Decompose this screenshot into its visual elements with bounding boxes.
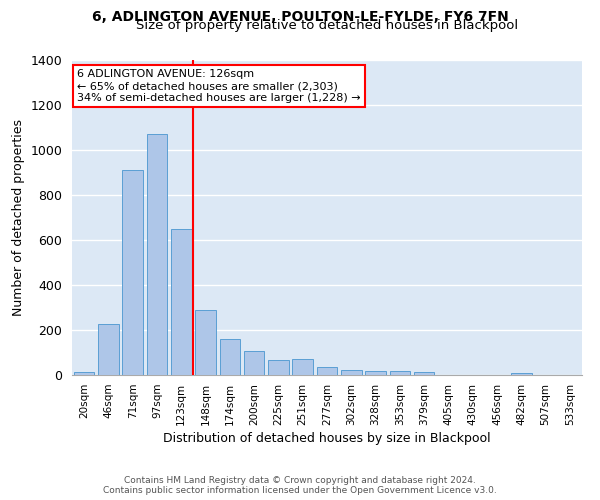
Bar: [220, 339, 240, 375]
Bar: [195, 310, 216, 375]
Bar: [268, 360, 289, 375]
Bar: [122, 170, 143, 375]
Bar: [414, 372, 434, 375]
Bar: [292, 359, 313, 375]
Bar: [341, 370, 362, 375]
Title: Size of property relative to detached houses in Blackpool: Size of property relative to detached ho…: [136, 20, 518, 32]
Bar: [511, 373, 532, 375]
Bar: [244, 352, 265, 375]
Bar: [365, 370, 386, 375]
Bar: [171, 229, 191, 375]
Text: Contains HM Land Registry data © Crown copyright and database right 2024.
Contai: Contains HM Land Registry data © Crown c…: [103, 476, 497, 495]
Bar: [389, 371, 410, 375]
Bar: [98, 324, 119, 375]
Bar: [74, 372, 94, 375]
X-axis label: Distribution of detached houses by size in Blackpool: Distribution of detached houses by size …: [163, 432, 491, 444]
Y-axis label: Number of detached properties: Number of detached properties: [12, 119, 25, 316]
Bar: [146, 134, 167, 375]
Bar: [317, 367, 337, 375]
Text: 6 ADLINGTON AVENUE: 126sqm
← 65% of detached houses are smaller (2,303)
34% of s: 6 ADLINGTON AVENUE: 126sqm ← 65% of deta…: [77, 70, 361, 102]
Text: 6, ADLINGTON AVENUE, POULTON-LE-FYLDE, FY6 7FN: 6, ADLINGTON AVENUE, POULTON-LE-FYLDE, F…: [92, 10, 508, 24]
